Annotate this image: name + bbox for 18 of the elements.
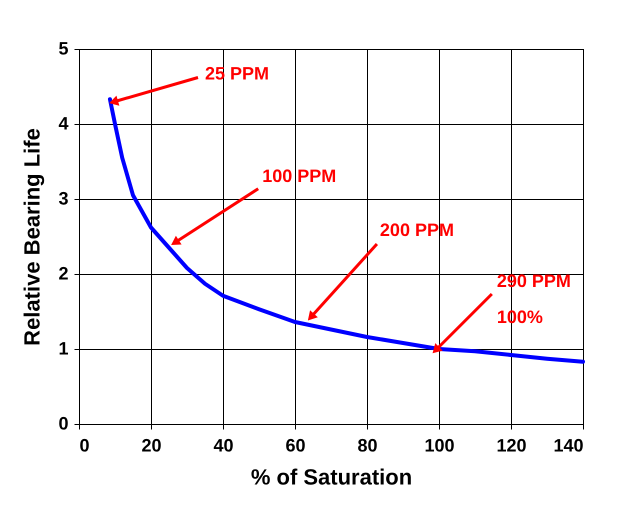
y-tick-label: 1: [58, 338, 68, 358]
x-tick-label: 0: [80, 436, 90, 456]
x-tick-label: 40: [213, 436, 234, 456]
x-axis-title: % of Saturation: [250, 464, 412, 490]
y-tick-label: 0: [58, 414, 68, 434]
y-axis-title: Relative Bearing Life: [19, 128, 44, 346]
y-tick-label: 5: [58, 38, 68, 58]
x-tick-label: 80: [357, 436, 378, 456]
x-tick-label: 20: [141, 436, 162, 456]
x-tick-label: 100: [424, 436, 455, 456]
x-tick-label: 140: [553, 436, 584, 456]
x-tick-label: 120: [496, 436, 527, 456]
y-tick-label: 3: [58, 188, 68, 208]
y-tick-label: 4: [58, 114, 68, 134]
annotation: 100 PPM: [262, 166, 336, 186]
y-tick-label: 2: [58, 264, 68, 284]
x-tick-label: 60: [285, 436, 306, 456]
line-series: [108, 97, 585, 364]
